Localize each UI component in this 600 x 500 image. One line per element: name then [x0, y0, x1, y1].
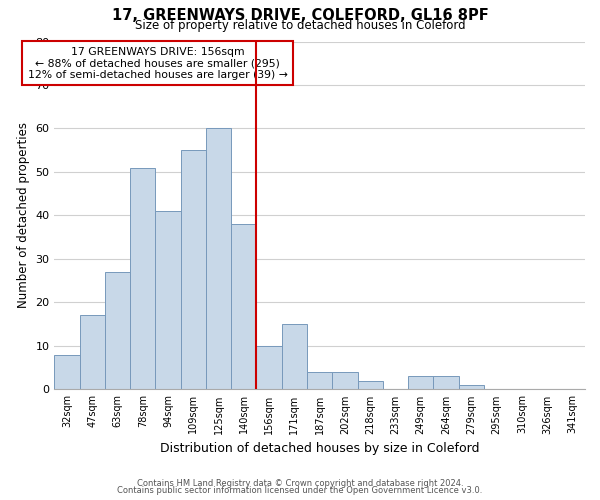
Text: 17 GREENWAYS DRIVE: 156sqm
← 88% of detached houses are smaller (295)
12% of sem: 17 GREENWAYS DRIVE: 156sqm ← 88% of deta… — [28, 46, 287, 80]
Text: Contains public sector information licensed under the Open Government Licence v3: Contains public sector information licen… — [118, 486, 482, 495]
Bar — [130, 168, 155, 390]
Bar — [332, 372, 358, 390]
Text: 17, GREENWAYS DRIVE, COLEFORD, GL16 8PF: 17, GREENWAYS DRIVE, COLEFORD, GL16 8PF — [112, 8, 488, 22]
Bar — [256, 346, 282, 390]
Text: Size of property relative to detached houses in Coleford: Size of property relative to detached ho… — [134, 19, 466, 32]
X-axis label: Distribution of detached houses by size in Coleford: Distribution of detached houses by size … — [160, 442, 479, 455]
Bar — [358, 380, 383, 390]
Bar — [54, 354, 80, 390]
Bar — [181, 150, 206, 390]
Text: Contains HM Land Registry data © Crown copyright and database right 2024.: Contains HM Land Registry data © Crown c… — [137, 478, 463, 488]
Bar — [433, 376, 458, 390]
Bar — [155, 211, 181, 390]
Bar — [408, 376, 433, 390]
Bar — [458, 385, 484, 390]
Bar — [80, 316, 105, 390]
Y-axis label: Number of detached properties: Number of detached properties — [17, 122, 30, 308]
Bar — [206, 128, 231, 390]
Bar — [282, 324, 307, 390]
Bar — [231, 224, 256, 390]
Bar — [105, 272, 130, 390]
Bar — [307, 372, 332, 390]
